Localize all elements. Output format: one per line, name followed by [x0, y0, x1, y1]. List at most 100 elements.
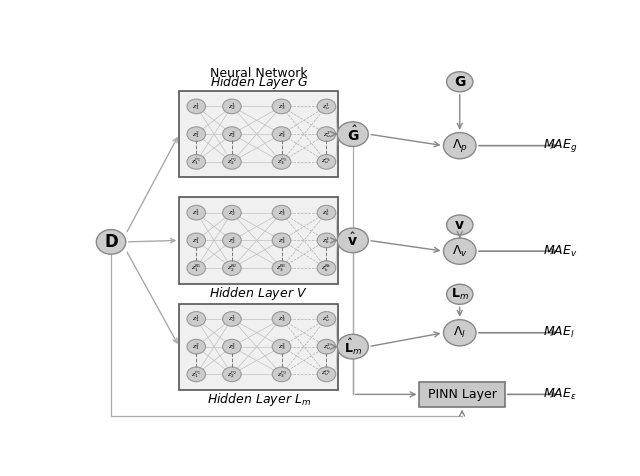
- Ellipse shape: [317, 339, 336, 354]
- Text: $z_1^{n_1}$: $z_1^{n_1}$: [191, 157, 201, 167]
- Ellipse shape: [444, 320, 476, 346]
- Text: $z_1^1$: $z_1^1$: [192, 101, 200, 112]
- Text: PINN Layer: PINN Layer: [428, 388, 497, 401]
- Ellipse shape: [187, 312, 205, 326]
- Text: $z_2^1$: $z_2^1$: [228, 101, 236, 112]
- Ellipse shape: [187, 261, 205, 276]
- Ellipse shape: [272, 367, 291, 382]
- Text: $z_1^{n_1}$: $z_1^{n_1}$: [191, 369, 201, 380]
- Ellipse shape: [337, 228, 368, 253]
- Text: Hidden Layer $G$: Hidden Layer $G$: [209, 74, 308, 91]
- Text: $\mathbf{D}$: $\mathbf{D}$: [104, 233, 118, 251]
- Ellipse shape: [444, 133, 476, 159]
- Text: $z_2^{n_2}$: $z_2^{n_2}$: [227, 369, 237, 380]
- Ellipse shape: [223, 367, 241, 382]
- Text: $z_3^1$: $z_3^1$: [278, 101, 285, 112]
- Ellipse shape: [317, 99, 336, 114]
- Ellipse shape: [187, 205, 205, 220]
- Text: $z_k^2$: $z_k^2$: [323, 235, 330, 246]
- Text: $z_u^{n_k}$: $z_u^{n_k}$: [321, 157, 332, 167]
- Text: $z_3^1$: $z_3^1$: [278, 314, 285, 324]
- Ellipse shape: [317, 155, 336, 169]
- Ellipse shape: [272, 99, 291, 114]
- Ellipse shape: [447, 284, 473, 304]
- Ellipse shape: [223, 127, 241, 141]
- Text: $z_k^{N_k}$: $z_k^{N_k}$: [321, 262, 332, 274]
- Ellipse shape: [317, 233, 336, 248]
- Ellipse shape: [317, 312, 336, 326]
- Text: $z_k^1$: $z_k^1$: [323, 207, 330, 218]
- Text: $z_2^1$: $z_2^1$: [228, 314, 236, 324]
- Ellipse shape: [223, 261, 241, 276]
- Bar: [179, 91, 338, 177]
- Text: Hidden Layer $V$: Hidden Layer $V$: [209, 285, 308, 302]
- Text: $\mathbf{L}_m$: $\mathbf{L}_m$: [451, 287, 468, 302]
- Ellipse shape: [223, 155, 241, 169]
- Ellipse shape: [223, 99, 241, 114]
- Text: $\Lambda_p$: $\Lambda_p$: [452, 137, 468, 154]
- Ellipse shape: [272, 155, 291, 169]
- Text: $\mathbf{G}$: $\mathbf{G}$: [454, 75, 466, 89]
- Ellipse shape: [272, 261, 291, 276]
- Ellipse shape: [444, 238, 476, 264]
- Ellipse shape: [317, 205, 336, 220]
- Text: $z_1^{N_1}$: $z_1^{N_1}$: [191, 262, 202, 274]
- Text: $z_3^2$: $z_3^2$: [278, 341, 285, 352]
- Text: $\mathbf{v}$: $\mathbf{v}$: [454, 218, 465, 232]
- Text: $z_3^{N_3}$: $z_3^{N_3}$: [276, 262, 287, 274]
- Text: $MAE_g$: $MAE_g$: [543, 137, 577, 154]
- Text: $z_3^{n_3}$: $z_3^{n_3}$: [276, 157, 287, 167]
- Text: Neural Network: Neural Network: [210, 67, 307, 80]
- Text: $z_u^{n_k}$: $z_u^{n_k}$: [321, 369, 332, 379]
- Text: $z_3^2$: $z_3^2$: [278, 129, 285, 139]
- Ellipse shape: [223, 312, 241, 326]
- Text: $z_2^2$: $z_2^2$: [228, 235, 236, 246]
- Bar: [179, 304, 338, 390]
- Text: $z_u^1$: $z_u^1$: [323, 314, 330, 324]
- Text: $z_1^1$: $z_1^1$: [192, 314, 200, 324]
- Ellipse shape: [447, 215, 473, 235]
- Bar: [179, 197, 338, 284]
- Text: $z_1^2$: $z_1^2$: [192, 235, 200, 246]
- Ellipse shape: [187, 127, 205, 141]
- Text: $z_3^1$: $z_3^1$: [278, 207, 285, 218]
- Ellipse shape: [223, 339, 241, 354]
- Text: $MAE_\varepsilon$: $MAE_\varepsilon$: [543, 387, 577, 402]
- Text: $z_3^{n_3}$: $z_3^{n_3}$: [276, 369, 287, 380]
- Ellipse shape: [337, 334, 368, 359]
- Bar: [419, 382, 505, 407]
- Ellipse shape: [187, 339, 205, 354]
- Ellipse shape: [272, 205, 291, 220]
- Ellipse shape: [317, 127, 336, 141]
- Text: $z_2^2$: $z_2^2$: [228, 129, 236, 139]
- Text: $\hat{\mathbf{L}}_m$: $\hat{\mathbf{L}}_m$: [344, 337, 362, 357]
- Text: $z_2^1$: $z_2^1$: [228, 207, 236, 218]
- Text: $z_1^2$: $z_1^2$: [192, 341, 200, 352]
- Ellipse shape: [317, 261, 336, 276]
- Text: $\hat{\mathbf{v}}$: $\hat{\mathbf{v}}$: [348, 232, 358, 249]
- Text: $z_1^1$: $z_1^1$: [192, 207, 200, 218]
- Text: $z_2^{N_2}$: $z_2^{N_2}$: [227, 262, 237, 274]
- Ellipse shape: [272, 233, 291, 248]
- Text: $z_u^1$: $z_u^1$: [323, 101, 330, 112]
- Text: $z_u^2$: $z_u^2$: [323, 341, 330, 352]
- Text: $\Lambda_v$: $\Lambda_v$: [452, 244, 468, 259]
- Ellipse shape: [337, 122, 368, 147]
- Ellipse shape: [317, 367, 336, 382]
- Ellipse shape: [272, 312, 291, 326]
- Ellipse shape: [223, 205, 241, 220]
- Text: $MAE_l$: $MAE_l$: [543, 325, 574, 340]
- Text: $\hat{\mathbf{G}}$: $\hat{\mathbf{G}}$: [347, 125, 359, 144]
- Text: $z_1^2$: $z_1^2$: [192, 129, 200, 139]
- Text: $MAE_v$: $MAE_v$: [543, 244, 577, 259]
- Ellipse shape: [187, 155, 205, 169]
- Text: $z_2^2$: $z_2^2$: [228, 341, 236, 352]
- Ellipse shape: [447, 72, 473, 92]
- Ellipse shape: [96, 229, 125, 254]
- Text: $z_3^2$: $z_3^2$: [278, 235, 285, 246]
- Ellipse shape: [272, 339, 291, 354]
- Text: Hidden Layer $L_m$: Hidden Layer $L_m$: [207, 391, 310, 408]
- Ellipse shape: [187, 99, 205, 114]
- Ellipse shape: [187, 367, 205, 382]
- Text: $\Lambda_l$: $\Lambda_l$: [453, 325, 467, 340]
